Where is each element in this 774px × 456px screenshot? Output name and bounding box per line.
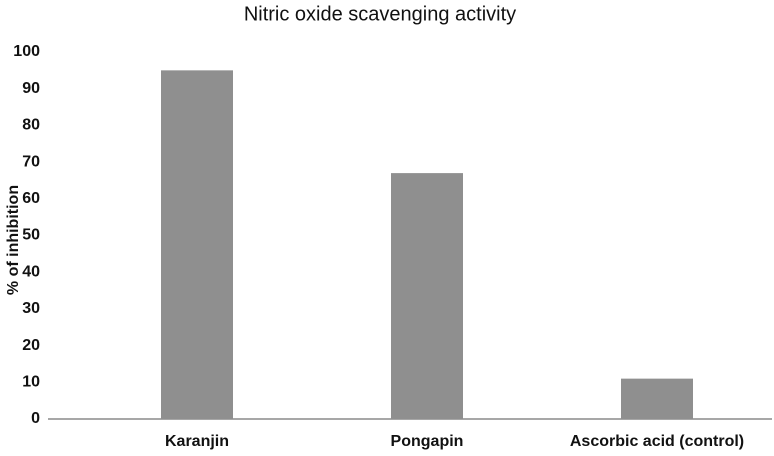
bar: [161, 70, 233, 419]
y-tick-label: 90: [22, 80, 40, 97]
y-tick-label: 0: [31, 410, 40, 427]
y-tick-label: 80: [22, 117, 40, 134]
bar: [391, 173, 463, 419]
y-tick-label: 100: [13, 43, 40, 60]
x-tick-label: Pongapin: [391, 433, 464, 450]
x-tick-label: Ascorbic acid (control): [570, 433, 744, 450]
y-tick-label: 50: [22, 227, 40, 244]
y-tick-label: 10: [22, 374, 40, 391]
y-tick-label: 60: [22, 190, 40, 207]
y-tick-label: 70: [22, 153, 40, 170]
y-axis-label: % of inhibition: [5, 185, 22, 295]
x-tick-label: Karanjin: [165, 433, 229, 450]
y-tick-label: 20: [22, 337, 40, 354]
bar: [621, 378, 693, 419]
y-tick-label: 30: [22, 300, 40, 317]
chart-title: Nitric oxide scavenging activity: [244, 3, 516, 25]
y-tick-label: 40: [22, 263, 40, 280]
